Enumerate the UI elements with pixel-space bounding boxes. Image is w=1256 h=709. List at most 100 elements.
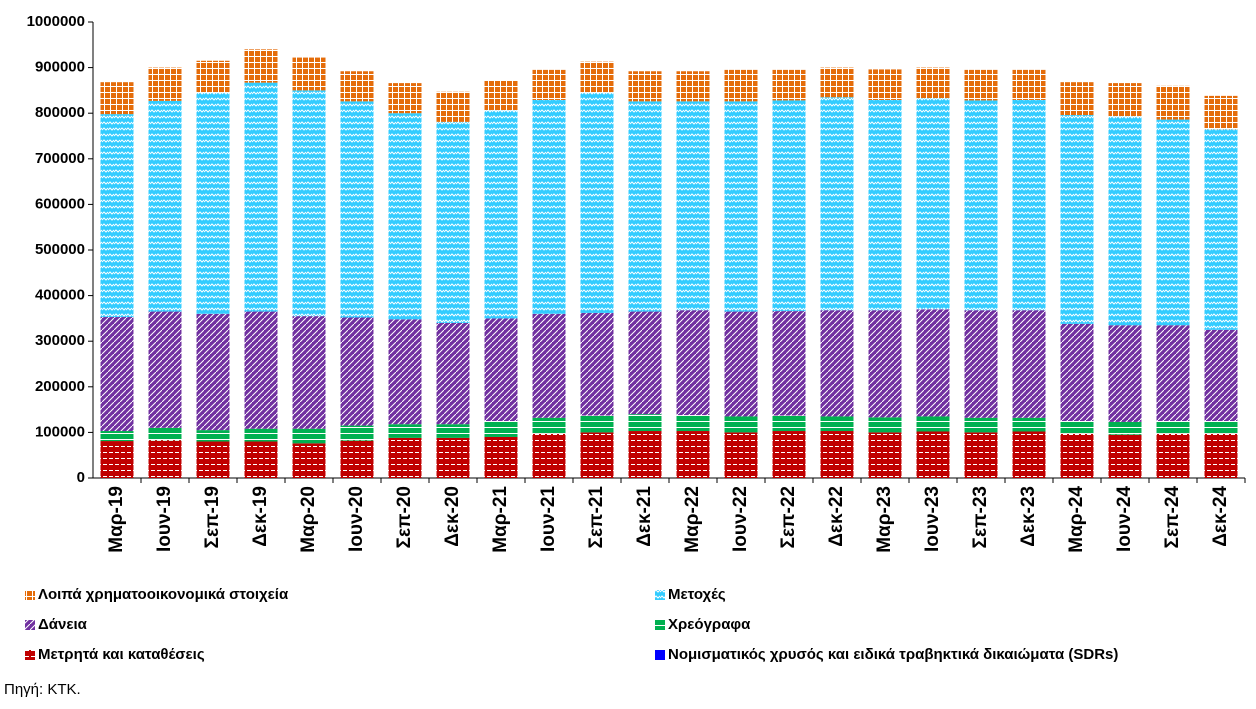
- bar-segment: [772, 69, 806, 101]
- bar-segment: [868, 310, 902, 418]
- bar-segment: [484, 436, 518, 478]
- bar-segment: [1156, 325, 1190, 421]
- bar-segment: [244, 82, 278, 312]
- x-tick-label: Δεκ-20: [442, 486, 463, 547]
- bar-segment: [868, 432, 902, 478]
- bar-segment: [1108, 325, 1142, 422]
- y-tick-label: 0: [77, 469, 85, 486]
- x-tick-label: Σεπ-21: [586, 486, 607, 549]
- bar-segment: [1060, 82, 1094, 116]
- legend-swatch: [655, 650, 665, 660]
- bar-segment: [916, 309, 950, 417]
- bar-segment: [868, 417, 902, 433]
- bar-segment: [1204, 329, 1238, 421]
- bar-segment: [1060, 433, 1094, 478]
- bar-segment: [772, 431, 806, 478]
- legend-swatch: [25, 620, 35, 630]
- bar-segment: [1012, 310, 1046, 418]
- bar-segment: [628, 431, 662, 478]
- bar-segment: [388, 319, 422, 425]
- bar-segment: [1204, 433, 1238, 478]
- bar-segment: [724, 416, 758, 433]
- bar-segment: [436, 437, 470, 478]
- bar-segment: [148, 311, 182, 428]
- bar-segment: [436, 91, 470, 122]
- x-tick-label: Μαρ-24: [1066, 486, 1087, 553]
- x-tick-label: Ιουν-20: [346, 486, 367, 552]
- bar-segment: [1060, 115, 1094, 324]
- x-tick-label: Δεκ-21: [634, 486, 655, 547]
- bar-segment: [724, 69, 758, 102]
- source-note: Πηγή: ΚΤΚ.: [4, 681, 81, 698]
- bar-segment: [388, 83, 422, 114]
- y-tick-label: 100000: [35, 423, 85, 440]
- bar-segment: [436, 322, 470, 425]
- bar-segment: [100, 317, 134, 432]
- legend-label: Χρεόγραφα: [668, 616, 751, 633]
- bar-segment: [916, 431, 950, 478]
- x-tick-label: Σεπ-20: [394, 486, 415, 548]
- bar-segment: [676, 431, 710, 478]
- legend-label: Μετοχές: [668, 586, 726, 603]
- bar-segment: [820, 431, 854, 478]
- bar-segment: [484, 80, 518, 111]
- bar-segment: [1156, 433, 1190, 478]
- y-tick-label: 900000: [35, 59, 85, 76]
- bar-segment: [100, 441, 134, 478]
- bar-segment: [724, 101, 758, 312]
- bar-segment: [724, 311, 758, 417]
- x-tick-label: Ιουν-23: [922, 486, 943, 552]
- bar-segment: [1012, 431, 1046, 478]
- x-tick-label: Μαρ-21: [490, 486, 511, 553]
- bar-segment: [916, 416, 950, 432]
- bar-segment: [628, 311, 662, 415]
- y-tick-label: 400000: [35, 287, 85, 304]
- bar-segment: [148, 440, 182, 478]
- bar-segment: [772, 311, 806, 416]
- bar-segment: [340, 71, 374, 102]
- legend-swatch: [655, 620, 665, 630]
- bar-segment: [292, 443, 326, 478]
- bar-segment: [532, 99, 566, 314]
- bar-segment: [1108, 421, 1142, 435]
- bar-segment: [1012, 69, 1046, 100]
- bar-segment: [1156, 85, 1190, 120]
- bar-segment: [484, 421, 518, 437]
- bar-segment: [1108, 116, 1142, 326]
- x-tick-label: Μαρ-23: [874, 486, 895, 553]
- bar-segment: [1156, 421, 1190, 434]
- bar-segment: [244, 49, 278, 83]
- y-tick-label: 300000: [35, 332, 85, 349]
- y-tick-label: 1000000: [27, 13, 85, 30]
- bar-segment: [292, 316, 326, 429]
- x-tick-label: Δεκ-23: [1018, 486, 1039, 547]
- bar-segment: [148, 67, 182, 101]
- bar-segment: [1108, 434, 1142, 478]
- bar-segment: [196, 441, 230, 478]
- bar-segment: [916, 67, 950, 99]
- bar-segment: [964, 100, 998, 311]
- bar-segment: [868, 99, 902, 311]
- bar-segment: [340, 425, 374, 441]
- bar-segment: [148, 100, 182, 312]
- legend-label: Δάνεια: [38, 616, 88, 633]
- bar-segment: [1012, 99, 1046, 311]
- bar-segment: [964, 69, 998, 101]
- legend-label: Μετρητά και καταθέσεις: [38, 646, 205, 663]
- y-tick-label: 600000: [35, 195, 85, 212]
- bar-segment: [244, 311, 278, 429]
- x-tick-label: Σεπ-24: [1162, 486, 1183, 549]
- bar-segment: [196, 60, 230, 93]
- bar-segment: [628, 71, 662, 102]
- bar-segment: [628, 414, 662, 432]
- bar-segment: [292, 428, 326, 444]
- bar-segment: [820, 416, 854, 432]
- bar-segment: [1156, 119, 1190, 326]
- bar-segment: [580, 312, 614, 416]
- y-tick-label: 700000: [35, 150, 85, 167]
- bar-segment: [820, 310, 854, 417]
- bar-segment: [532, 417, 566, 434]
- bar-segment: [1012, 417, 1046, 432]
- x-tick-label: Ιουν-19: [154, 486, 175, 552]
